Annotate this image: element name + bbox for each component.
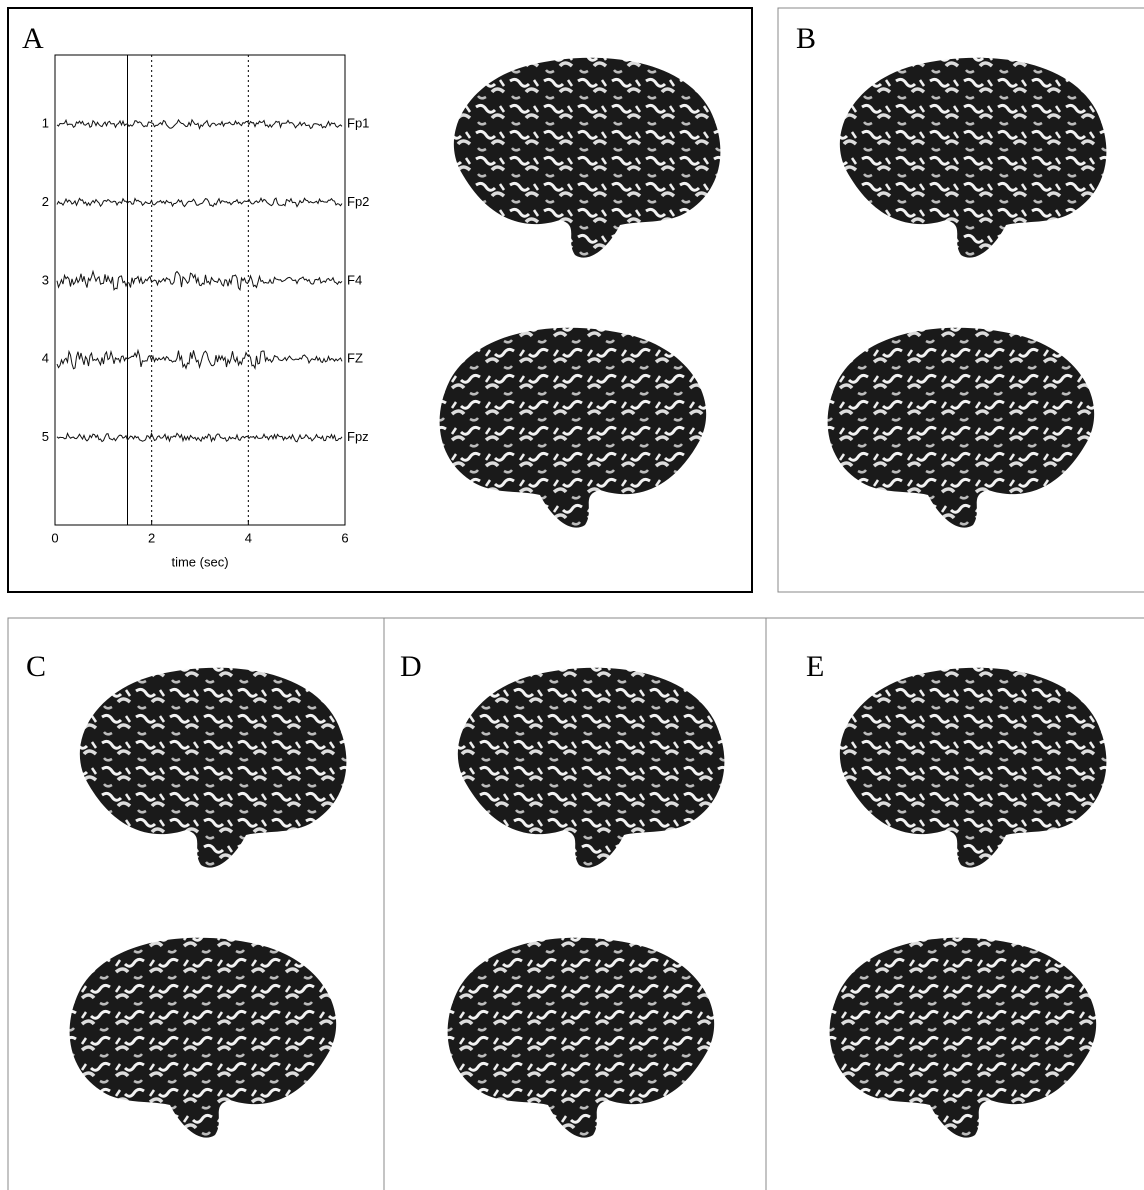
channel-number: 3 bbox=[42, 272, 49, 287]
eeg-trace bbox=[57, 120, 342, 129]
channel-number: 2 bbox=[42, 194, 49, 209]
channel-number: 4 bbox=[42, 351, 49, 366]
channel-name: F4 bbox=[347, 272, 362, 287]
brain-image bbox=[828, 328, 1095, 528]
x-tick-label: 6 bbox=[341, 530, 348, 545]
brain-image bbox=[448, 938, 715, 1138]
x-tick-label: 2 bbox=[148, 530, 155, 545]
eeg-trace bbox=[57, 272, 342, 290]
brains bbox=[70, 58, 1107, 1138]
x-tick-label: 4 bbox=[245, 530, 252, 545]
brain-image bbox=[840, 668, 1107, 868]
brain-image bbox=[830, 938, 1097, 1138]
x-axis-label: time (sec) bbox=[171, 554, 228, 569]
channel-name: Fp2 bbox=[347, 194, 369, 209]
brain-image bbox=[440, 328, 707, 528]
eeg-trace bbox=[57, 433, 342, 442]
panel-label: B bbox=[796, 22, 816, 55]
brain-image bbox=[80, 668, 347, 868]
panel-label: C bbox=[26, 650, 46, 683]
channel-name: FZ bbox=[347, 351, 363, 366]
panel-label: E bbox=[806, 650, 824, 683]
brain-image bbox=[70, 938, 337, 1138]
channel-number: 1 bbox=[42, 116, 49, 131]
x-tick-label: 0 bbox=[51, 530, 58, 545]
channel-name: Fp1 bbox=[347, 116, 369, 131]
brain-image bbox=[454, 58, 721, 258]
brain-image bbox=[840, 58, 1107, 258]
channel-name: Fpz bbox=[347, 429, 369, 444]
panel-label: D bbox=[400, 650, 422, 683]
panel-label: A bbox=[22, 22, 44, 55]
eeg-trace bbox=[57, 198, 342, 207]
brain-image bbox=[458, 668, 725, 868]
eeg-trace bbox=[57, 350, 342, 368]
channel-number: 5 bbox=[42, 429, 49, 444]
figure: A B C D E time (sec) 0 2 4 6 1 Fp1 2 Fp2 3 F4 4 FZ 5… bbox=[0, 0, 1144, 1190]
